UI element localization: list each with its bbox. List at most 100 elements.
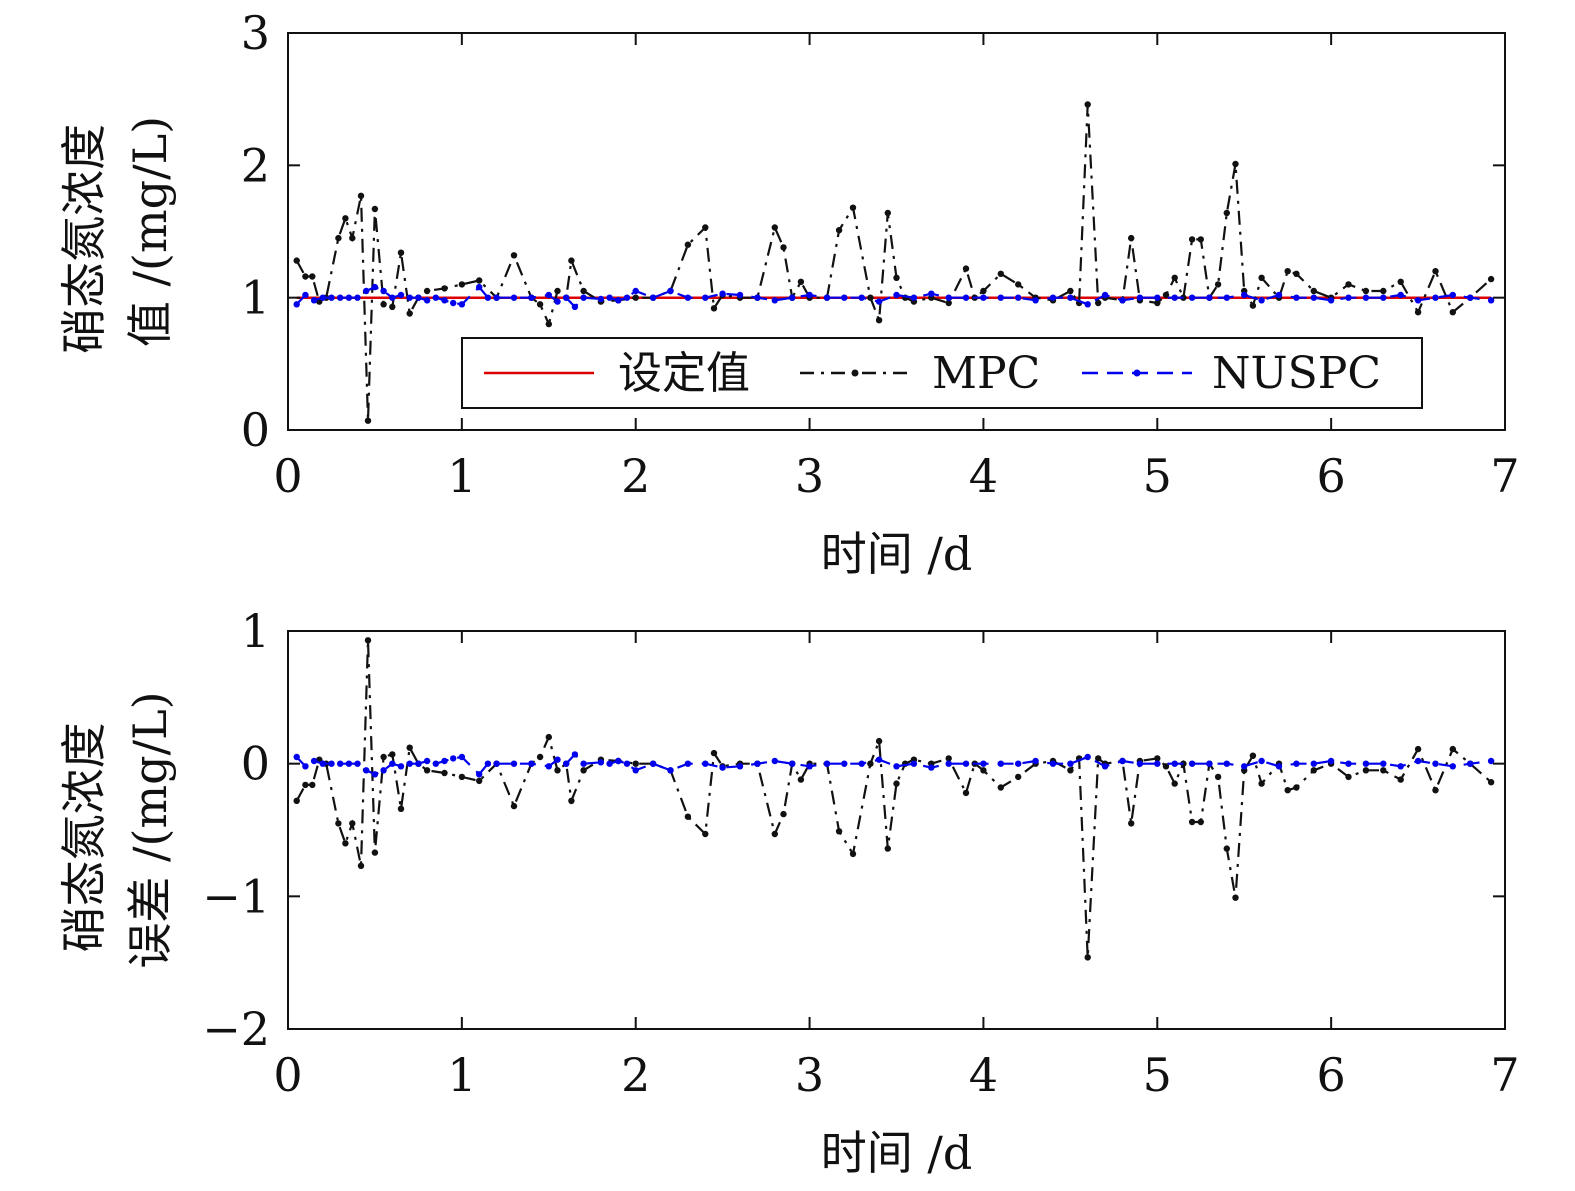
point-mpc xyxy=(580,287,587,295)
point-nuspc xyxy=(702,760,709,767)
point-nuspc xyxy=(928,290,935,297)
point-nuspc xyxy=(910,760,918,767)
point-nuspc xyxy=(1293,760,1300,767)
y-tick-label: 1 xyxy=(241,604,270,658)
point-nuspc xyxy=(649,760,657,767)
point-nuspc xyxy=(571,751,579,758)
chart-setpoint-tracking: 0 1 2 3 4 5 6 7 0 1 2 3 时间 /d 硝态氮浓度 值 /(mg/L) 设定值 … xyxy=(57,6,1520,581)
point-mpc xyxy=(1095,755,1102,762)
point-mpc xyxy=(1067,287,1074,295)
point-nuspc xyxy=(1119,757,1126,765)
point-nuspc xyxy=(1188,294,1196,301)
point-mpc xyxy=(357,192,365,199)
point-nuspc xyxy=(1049,760,1057,767)
point-mpc xyxy=(893,274,900,281)
point-mpc xyxy=(1293,784,1300,791)
point-nuspc xyxy=(563,294,570,301)
point-nuspc xyxy=(380,767,387,774)
point-mpc xyxy=(1449,309,1457,316)
point-mpc xyxy=(702,224,709,231)
point-nuspc xyxy=(606,760,613,767)
x-tick-label: 2 xyxy=(621,1048,650,1102)
point-nuspc xyxy=(649,294,657,301)
point-mpc xyxy=(849,204,857,211)
point-nuspc xyxy=(736,291,744,299)
point-mpc xyxy=(510,252,518,259)
point-nuspc xyxy=(1206,760,1213,767)
point-nuspc xyxy=(415,760,422,767)
y-axis-label: 硝态氮浓度 值 /(mg/L) xyxy=(57,109,177,354)
point-nuspc xyxy=(510,294,518,301)
point-mpc xyxy=(797,278,805,285)
point-nuspc xyxy=(1206,294,1213,301)
point-nuspc xyxy=(806,763,813,770)
point-nuspc xyxy=(580,760,587,767)
point-nuspc xyxy=(1154,760,1161,767)
legend-marker-mpc xyxy=(851,369,859,377)
point-mpc xyxy=(536,301,544,308)
point-mpc xyxy=(342,840,349,847)
point-nuspc xyxy=(458,301,466,308)
point-nuspc xyxy=(389,294,396,301)
point-mpc xyxy=(1015,773,1022,781)
point-mpc xyxy=(1128,820,1135,827)
series-layer xyxy=(293,101,1495,424)
point-mpc xyxy=(771,830,778,838)
point-mpc xyxy=(1015,281,1022,288)
point-nuspc xyxy=(1345,294,1352,301)
y-axis-label-line-2: 值 /(mg/L) xyxy=(123,116,177,347)
legend-label-setpoint: 设定值 xyxy=(618,348,750,399)
point-mpc xyxy=(980,767,987,774)
point-mpc xyxy=(293,797,300,804)
point-mpc xyxy=(835,828,843,835)
point-nuspc xyxy=(875,756,883,763)
point-mpc xyxy=(309,273,316,280)
point-nuspc xyxy=(1380,760,1387,767)
point-mpc xyxy=(423,767,431,774)
point-mpc xyxy=(1067,767,1074,774)
point-nuspc xyxy=(1467,760,1474,767)
point-nuspc xyxy=(597,295,605,303)
point-nuspc xyxy=(1487,757,1495,765)
point-nuspc xyxy=(1136,760,1144,767)
point-nuspc xyxy=(806,291,813,299)
point-nuspc xyxy=(1397,763,1404,770)
point-nuspc xyxy=(1362,294,1370,301)
point-nuspc xyxy=(371,771,379,778)
y-tick-label: 0 xyxy=(241,737,270,791)
point-nuspc xyxy=(632,767,639,774)
point-nuspc xyxy=(928,764,935,771)
point-nuspc xyxy=(684,294,692,301)
point-mpc xyxy=(884,209,891,217)
point-mpc xyxy=(1162,291,1170,299)
point-nuspc xyxy=(597,759,605,766)
point-mpc xyxy=(1084,101,1091,108)
point-nuspc xyxy=(1258,757,1265,765)
point-nuspc xyxy=(1241,291,1248,299)
point-mpc xyxy=(893,780,900,787)
point-mpc xyxy=(797,776,805,783)
point-nuspc xyxy=(615,297,622,304)
point-nuspc xyxy=(476,771,483,778)
y-tick-label: −2 xyxy=(202,1002,270,1056)
point-nuspc xyxy=(1414,757,1422,765)
point-mpc xyxy=(710,749,718,757)
point-mpc xyxy=(1232,894,1239,901)
y-tick-label: 2 xyxy=(241,138,270,192)
point-mpc xyxy=(1258,780,1265,787)
series-line-mpc xyxy=(295,104,1492,421)
point-nuspc xyxy=(528,760,535,767)
point-nuspc xyxy=(962,760,970,767)
point-nuspc xyxy=(1032,757,1039,765)
point-mpc xyxy=(397,249,405,256)
point-nuspc xyxy=(319,294,326,301)
point-nuspc xyxy=(945,760,952,767)
point-nuspc xyxy=(962,294,970,301)
point-nuspc xyxy=(1275,291,1283,299)
point-mpc xyxy=(302,781,309,789)
point-nuspc xyxy=(363,767,370,774)
y-axis-label-line-1: 硝态氮浓度 xyxy=(57,722,111,952)
point-nuspc xyxy=(302,763,309,770)
point-mpc xyxy=(1345,281,1352,288)
